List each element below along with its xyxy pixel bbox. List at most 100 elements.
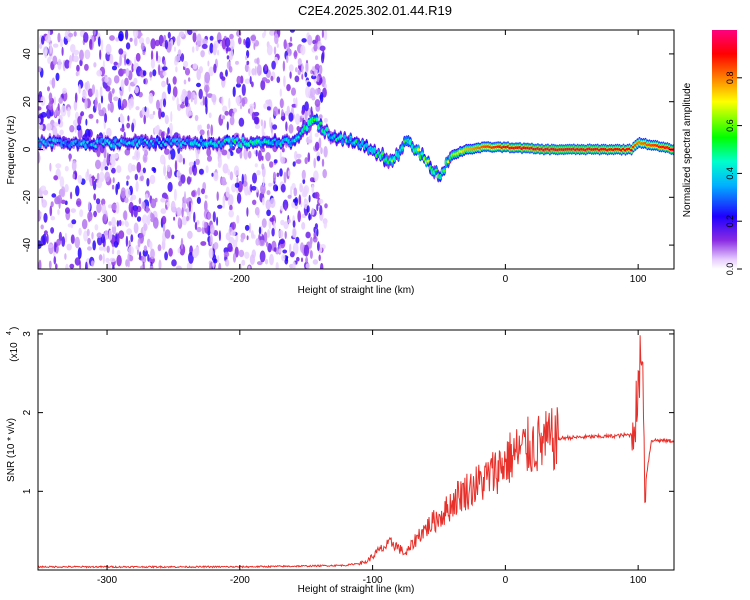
noise-speckle bbox=[291, 87, 296, 96]
noise-speckle bbox=[149, 174, 156, 185]
noise-speckle bbox=[295, 236, 300, 244]
noise-speckle bbox=[275, 262, 279, 269]
noise-speckle bbox=[182, 157, 185, 165]
noise-speckle bbox=[187, 230, 193, 239]
noise-speckle bbox=[167, 83, 171, 95]
noise-speckle bbox=[51, 193, 57, 198]
noise-speckle bbox=[100, 161, 104, 172]
noise-speckle bbox=[159, 154, 166, 165]
noise-speckle bbox=[278, 108, 280, 115]
noise-speckle bbox=[251, 81, 254, 88]
noise-speckle bbox=[77, 174, 83, 184]
spectrogram-x-label: Height of straight line (km) bbox=[298, 285, 415, 296]
y-tick-label: 1 bbox=[22, 488, 33, 494]
noise-speckle bbox=[248, 66, 251, 77]
noise-speckle bbox=[291, 200, 295, 209]
noise-speckle bbox=[161, 215, 167, 225]
noise-speckle bbox=[240, 237, 244, 243]
noise-speckle bbox=[180, 53, 185, 62]
noise-speckle bbox=[238, 249, 245, 258]
noise-speckle bbox=[118, 48, 124, 55]
noise-speckle bbox=[274, 33, 279, 45]
noise-speckle bbox=[200, 50, 205, 58]
noise-speckle bbox=[249, 254, 255, 265]
noise-speckle bbox=[154, 125, 160, 135]
ridge-mark bbox=[315, 117, 319, 122]
noise-speckle bbox=[94, 97, 98, 109]
noise-speckle bbox=[136, 32, 143, 37]
noise-speckle bbox=[60, 38, 63, 48]
noise-speckle bbox=[164, 229, 171, 239]
noise-speckle bbox=[196, 220, 200, 225]
noise-speckle bbox=[71, 160, 77, 172]
noise-speckle bbox=[127, 162, 133, 173]
noise-speckle bbox=[161, 80, 166, 88]
spectrogram-y-label: Frequency (Hz) bbox=[6, 116, 17, 185]
noise-speckle bbox=[38, 118, 41, 124]
noise-speckle bbox=[144, 149, 149, 157]
noise-speckle bbox=[150, 58, 155, 69]
noise-speckle bbox=[130, 96, 134, 107]
noise-speckle bbox=[314, 132, 319, 138]
noise-speckle bbox=[73, 55, 79, 63]
noise-speckle bbox=[182, 216, 187, 226]
noise-speckle bbox=[217, 204, 223, 209]
noise-speckle bbox=[121, 220, 125, 226]
noise-speckle bbox=[155, 50, 159, 62]
noise-speckle bbox=[245, 37, 251, 49]
noise-speckle bbox=[296, 256, 300, 262]
noise-speckle bbox=[311, 95, 316, 101]
noise-speckle bbox=[287, 48, 292, 57]
noise-speckle bbox=[244, 63, 249, 73]
noise-speckle bbox=[87, 211, 93, 222]
ridge-mark bbox=[38, 143, 42, 147]
noise-speckle bbox=[163, 164, 167, 177]
noise-speckle bbox=[283, 39, 287, 50]
noise-speckle bbox=[38, 43, 43, 49]
noise-speckle bbox=[85, 118, 88, 126]
noise-speckle bbox=[285, 256, 289, 262]
noise-speckle bbox=[282, 60, 286, 72]
noise-speckle bbox=[308, 212, 311, 221]
noise-speckle bbox=[55, 163, 62, 169]
noise-speckle bbox=[53, 241, 57, 253]
noise-speckle bbox=[318, 254, 321, 262]
noise-speckle bbox=[200, 241, 207, 246]
noise-speckle bbox=[81, 219, 88, 230]
noise-speckle bbox=[76, 124, 82, 131]
noise-speckle bbox=[85, 261, 88, 269]
noise-speckle bbox=[321, 76, 326, 88]
noise-speckle bbox=[273, 247, 277, 252]
noise-speckle bbox=[253, 116, 259, 125]
noise-speckle bbox=[111, 88, 115, 94]
noise-speckle bbox=[305, 62, 309, 73]
noise-speckle bbox=[124, 220, 128, 226]
noise-speckle bbox=[246, 207, 249, 217]
noise-speckle bbox=[58, 97, 63, 104]
noise-speckle bbox=[98, 254, 103, 261]
noise-speckle bbox=[127, 253, 130, 264]
noise-speckle bbox=[96, 69, 103, 77]
noise-speckle bbox=[148, 92, 154, 104]
noise-speckle bbox=[125, 68, 130, 77]
noise-speckle bbox=[162, 66, 168, 71]
noise-speckle bbox=[321, 30, 324, 39]
noise-speckle bbox=[217, 49, 220, 56]
noise-speckle bbox=[119, 54, 122, 67]
noise-speckle bbox=[130, 234, 134, 243]
noise-speckle bbox=[183, 79, 187, 85]
noise-speckle bbox=[171, 234, 175, 240]
x-tick-label: -200 bbox=[230, 274, 250, 285]
noise-speckle bbox=[183, 60, 189, 68]
noise-speckle bbox=[91, 232, 94, 240]
noise-speckle bbox=[231, 112, 235, 119]
noise-speckle bbox=[322, 87, 327, 98]
noise-speckle bbox=[165, 204, 168, 210]
noise-speckle bbox=[241, 97, 246, 107]
noise-speckle bbox=[211, 172, 214, 177]
noise-speckle bbox=[191, 165, 195, 173]
noise-speckle bbox=[179, 243, 186, 256]
snr-panel: -300 -200 -100 0 100 1 2 3 Height of straight … bbox=[6, 327, 675, 595]
noise-speckle bbox=[55, 72, 60, 82]
noise-speckle bbox=[313, 170, 319, 182]
